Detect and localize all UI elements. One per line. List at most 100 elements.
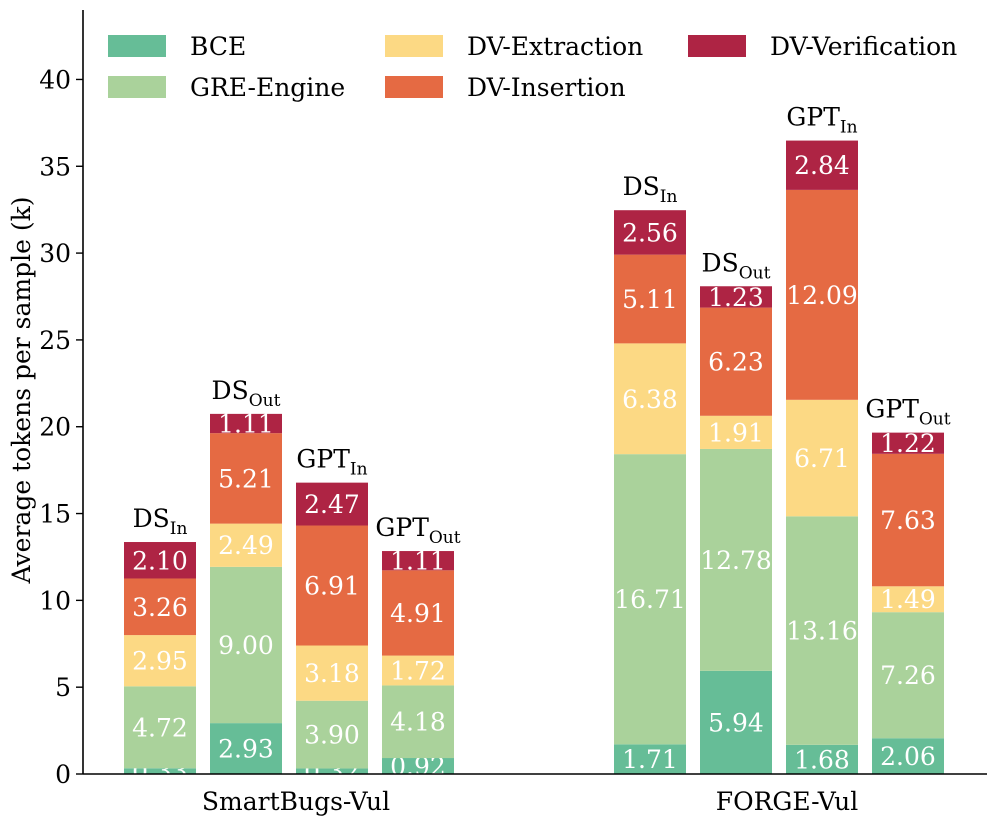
bar-segment-dv-verification xyxy=(700,286,772,308)
bar-segment-dv-extraction xyxy=(296,645,368,701)
bar-top-label-sub: In xyxy=(660,187,678,207)
legend-swatch xyxy=(688,35,746,57)
stacked-bar: 0.323.903.186.912.47 xyxy=(296,482,368,786)
bar-segment-dv-insertion xyxy=(382,570,454,656)
bar-value-label: 2.49 xyxy=(218,531,274,560)
y-tick-label: 15 xyxy=(39,500,71,529)
y-axis-ticks: 0 5 10 15 20 25 30 35 40 xyxy=(39,65,83,789)
bar-segment-dv-insertion xyxy=(614,254,686,344)
bar-top-label-sub: In xyxy=(350,460,368,480)
bar-top-label-sub: In xyxy=(170,519,188,539)
y-tick-label: 20 xyxy=(39,413,71,442)
bar-value-label: 3.26 xyxy=(132,593,188,622)
bar-value-label: 5.94 xyxy=(708,708,764,737)
bar-top-label: GPTOut xyxy=(375,513,460,548)
stacked-bar: 0.334.722.953.262.10 xyxy=(124,542,196,786)
bars: 0.334.722.953.262.102.939.002.495.211.11… xyxy=(124,140,944,786)
bar-value-label: 1.91 xyxy=(708,418,764,447)
bar-segment-dv-verification xyxy=(614,210,686,255)
legend-label: DV-Insertion xyxy=(467,73,626,102)
bar-value-label: 7.26 xyxy=(880,661,936,690)
bar-segment-bce xyxy=(614,744,686,774)
bar-top-label-main: GPT xyxy=(375,513,429,542)
bar-top-label: DSIn xyxy=(623,172,678,207)
bar-value-label: 6.23 xyxy=(708,348,764,377)
bar-value-label: 1.72 xyxy=(390,657,446,686)
bar-value-label: 6.71 xyxy=(794,444,850,473)
bar-value-label: 6.91 xyxy=(304,572,360,601)
stacked-bar: 2.93 9.00 2.49 5.21 1.11 xyxy=(210,410,282,774)
bar-segment-dv-extraction xyxy=(614,343,686,455)
bar-segment-dv-verification xyxy=(210,413,282,434)
bar-value-label: 2.10 xyxy=(132,546,188,575)
bar-segment-bce xyxy=(382,758,454,774)
bar-segment-bce xyxy=(872,738,944,774)
bar-segment-bce xyxy=(700,670,772,774)
bar-value-label: 1.22 xyxy=(880,429,936,458)
bar-top-label-sub: Out xyxy=(429,528,461,548)
legend-label: DV-Verification xyxy=(770,32,957,61)
bar-value-label: 2.47 xyxy=(304,490,360,519)
bar-segment-bce xyxy=(296,768,368,774)
bar-top-label-sub: Out xyxy=(249,391,281,411)
bar-value-label: 12.78 xyxy=(700,546,772,575)
x-axis-group-labels: SmartBugs-Vul FORGE-Vul xyxy=(202,787,858,816)
bar-value-label: 5.11 xyxy=(622,285,678,314)
y-axis-title: Average tokens per sample (k) xyxy=(7,196,36,584)
bar-value-label: 1.71 xyxy=(622,745,678,774)
bar-segment-dv-extraction xyxy=(700,415,772,449)
bar-top-label-main: DS xyxy=(702,248,739,277)
legend-swatch xyxy=(108,35,166,57)
bar-value-label: 1.11 xyxy=(218,410,274,439)
bar-top-label: GPTOut xyxy=(865,395,950,430)
bar-top-label-main: GPT xyxy=(296,445,350,474)
bar-segment-dv-verification xyxy=(382,551,454,571)
bar-value-label: 2.06 xyxy=(880,742,936,771)
bar-segment-dv-insertion xyxy=(786,189,858,400)
bar-value-label: 2.95 xyxy=(132,647,188,676)
stacked-bar: 2.06 7.26 1.49 7.63 1.22 xyxy=(872,429,944,774)
stacked-bar: 5.94 12.78 1.91 6.23 1.23 xyxy=(700,283,772,774)
bar-segment-dv-insertion xyxy=(124,578,196,636)
legend-label: BCE xyxy=(190,32,246,61)
bar-value-label: 12.09 xyxy=(786,281,858,310)
bar-segment-dv-extraction xyxy=(382,655,454,686)
bar-segment-dv-extraction xyxy=(210,523,282,567)
bar-segment-dv-insertion xyxy=(872,453,944,587)
bar-segment-dv-extraction xyxy=(786,399,858,517)
stacked-bar: 1.71 16.71 6.38 5.11 2.56 xyxy=(614,210,686,774)
bar-value-label: 4.18 xyxy=(390,708,446,737)
bar-value-label: 9.00 xyxy=(218,631,274,660)
bar-segment-dv-verification xyxy=(296,482,368,526)
bar-value-label: 6.38 xyxy=(622,385,678,414)
y-tick-label: 35 xyxy=(39,152,71,181)
stacked-bar: 1.68 13.16 6.71 12.09 2.84 xyxy=(786,140,858,774)
legend-label: GRE-Engine xyxy=(190,73,345,102)
bar-value-label: 16.71 xyxy=(614,585,686,614)
bar-value-label: 5.21 xyxy=(218,464,274,493)
bar-value-label: 4.91 xyxy=(390,599,446,628)
bar-segment-gre-engine xyxy=(210,566,282,724)
bar-segment-bce xyxy=(786,744,858,774)
bar-segment-bce xyxy=(210,723,282,774)
x-group-label: FORGE-Vul xyxy=(716,787,859,816)
y-tick-label: 5 xyxy=(55,673,71,702)
legend-swatch xyxy=(108,76,166,98)
bar-segment-gre-engine xyxy=(614,454,686,745)
bar-value-label: 1.11 xyxy=(390,547,446,576)
bar-top-label: DSIn xyxy=(133,504,188,539)
bar-value-label: 7.63 xyxy=(880,506,936,535)
bar-segment-dv-verification xyxy=(124,542,196,579)
bar-value-label: 13.16 xyxy=(786,617,858,646)
legend: BCE GRE-Engine DV-Extraction DV-Insertion DV… xyxy=(108,32,957,102)
bar-top-label-sub: Out xyxy=(739,263,771,283)
y-tick-label: 10 xyxy=(39,586,71,615)
bar-top-label: DSOut xyxy=(702,248,771,283)
stacked-bar: 0.924.181.724.911.11 xyxy=(382,547,454,781)
bar-segment-dv-extraction xyxy=(124,635,196,687)
bar-segment-dv-insertion xyxy=(210,433,282,524)
bar-value-label: 2.93 xyxy=(218,735,274,764)
bar-value-label: 2.84 xyxy=(794,151,850,180)
